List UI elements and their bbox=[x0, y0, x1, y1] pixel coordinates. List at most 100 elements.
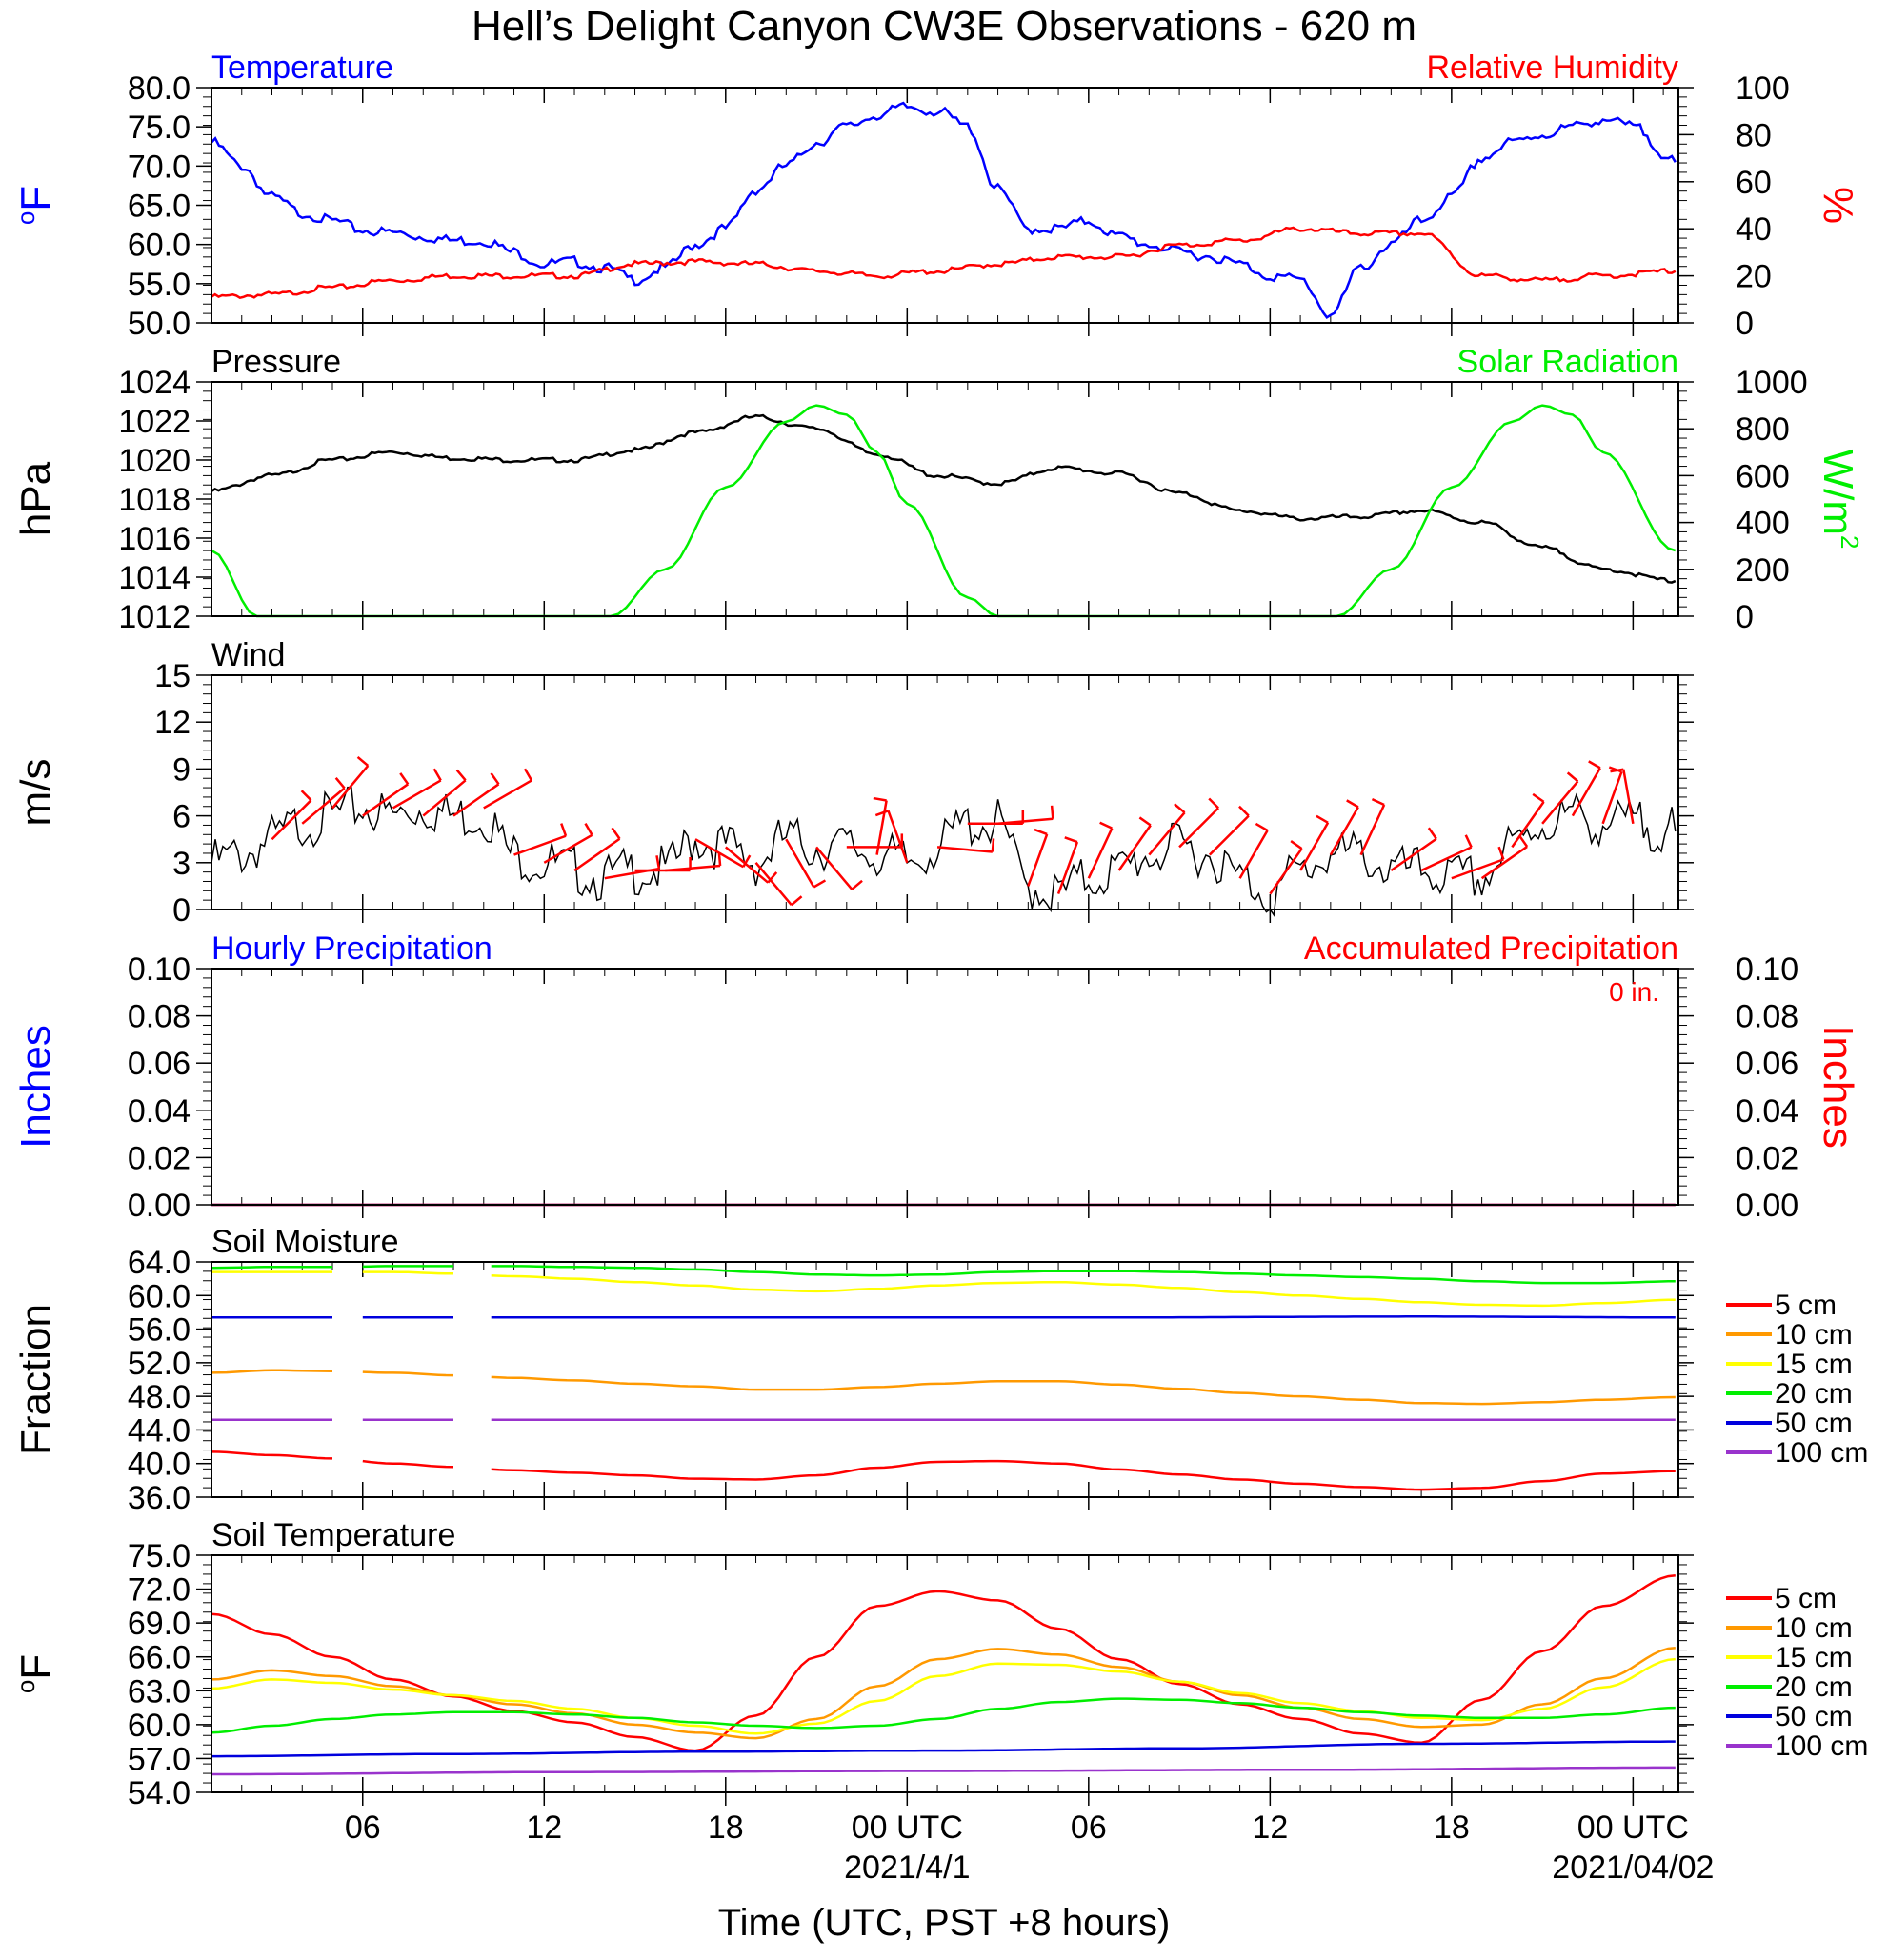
wind-barb-staff bbox=[997, 817, 1054, 826]
y-tick-label-left: 48.0 bbox=[128, 1379, 191, 1415]
y-tick-label-left: 75.0 bbox=[128, 1538, 191, 1574]
legend-entry-label: 50 cm bbox=[1775, 1408, 1853, 1439]
panel-title-left: Hourly Precipitation bbox=[211, 930, 492, 967]
y-tick-label-right: 100 bbox=[1736, 70, 1790, 107]
wind-barb-flag bbox=[1290, 840, 1303, 850]
wind-barb-flag bbox=[1346, 799, 1359, 809]
wind-barb-staff bbox=[392, 779, 442, 810]
panel-frame bbox=[211, 381, 1679, 617]
wind-barb-staff bbox=[271, 799, 312, 841]
wind-barb-staff bbox=[1027, 833, 1049, 887]
x-tick-label: 00 UTC bbox=[1577, 1810, 1689, 1846]
x-date-label: 2021/04/02 bbox=[1552, 1850, 1714, 1886]
wind-barb-staff bbox=[1541, 780, 1579, 825]
wind-barb-staff bbox=[1299, 822, 1330, 871]
wind-barb-flag bbox=[399, 772, 410, 786]
wind-barb-staff bbox=[785, 838, 815, 889]
wind-barb-flag bbox=[1497, 846, 1505, 860]
wind-barb-flag bbox=[584, 823, 593, 836]
series-line-wind bbox=[211, 786, 1677, 917]
series-line-10-cm bbox=[211, 1369, 333, 1374]
y-tick-label-right: 0 bbox=[1736, 599, 1754, 635]
panel-title-left: Pressure bbox=[211, 344, 341, 380]
unit-letter: F bbox=[12, 186, 59, 211]
wind-barb-flag bbox=[717, 851, 722, 867]
y-tick-label-right: 60 bbox=[1736, 165, 1772, 201]
wind-barb-flag bbox=[1208, 797, 1219, 810]
wind-barb-flag bbox=[1238, 805, 1250, 817]
legend-entry-label: 5 cm bbox=[1775, 1583, 1837, 1614]
wind-barb-staff bbox=[665, 864, 721, 872]
y-tick-label-left: 52.0 bbox=[128, 1346, 191, 1382]
wind-barb-staff bbox=[1117, 824, 1152, 871]
unit-letter: F bbox=[12, 1654, 59, 1680]
wind-barb-flag bbox=[334, 776, 346, 790]
y-tick-label-left: 64.0 bbox=[128, 1245, 191, 1281]
series-line-relative-humidity bbox=[211, 226, 1677, 300]
y-tick-label-right: 80 bbox=[1736, 117, 1772, 153]
panels: 50.055.060.065.070.075.080.0020406080100… bbox=[11, 50, 1868, 1811]
wind-barb-staff bbox=[1622, 769, 1635, 825]
wind-barb-flag bbox=[300, 790, 312, 802]
panel-title-left: Soil Moisture bbox=[211, 1224, 399, 1260]
y-tick-label-left: 0.10 bbox=[128, 951, 191, 988]
wind-barb-staff bbox=[875, 800, 888, 855]
x-tick-label: 06 bbox=[345, 1810, 381, 1846]
y-tick-label-left: 1022 bbox=[118, 404, 191, 440]
series-line-5-cm bbox=[491, 1459, 1676, 1491]
panel-title-right: Solar Radiation bbox=[1457, 344, 1678, 380]
wind-barb-flag bbox=[1316, 814, 1329, 824]
wind-barb-flag bbox=[356, 756, 370, 767]
wind-barb-staff bbox=[1178, 807, 1219, 849]
wind-barb-staff bbox=[1056, 841, 1079, 895]
y-tick-label-left: 69.0 bbox=[128, 1606, 191, 1642]
wind-barb-staff bbox=[1420, 846, 1473, 872]
legend-entry-label: 20 cm bbox=[1775, 1378, 1853, 1410]
y-tick-label-left: 1020 bbox=[118, 443, 191, 479]
chart-title: Hell’s Delight Canyon CW3E Observations … bbox=[472, 3, 1416, 50]
y-tick-label-left: 57.0 bbox=[128, 1741, 191, 1777]
wind-barb-flag bbox=[874, 810, 889, 817]
wind-barb-staff bbox=[452, 783, 500, 817]
wind-barb-flag bbox=[1532, 792, 1545, 803]
legend-entry-label: 20 cm bbox=[1775, 1671, 1853, 1703]
y-tick-label-left: 0.00 bbox=[128, 1188, 191, 1224]
y-axis-label-left: oF bbox=[11, 186, 59, 225]
x-date-label: 2021/4/1 bbox=[844, 1850, 970, 1886]
wind-barb-staff bbox=[543, 833, 593, 864]
y-tick-label-left: 36.0 bbox=[128, 1480, 191, 1516]
wind-barb-flag bbox=[851, 879, 863, 890]
wind-barb-flag bbox=[1566, 771, 1579, 783]
panel-temperature-humidity: 50.055.060.065.0 70.075.080.0 0 20 40 60 80 100… bbox=[11, 50, 1861, 342]
y-tick-label-left: 1024 bbox=[118, 365, 191, 401]
wind-barb-staff bbox=[1390, 837, 1437, 872]
y-axis-label-left: Fraction bbox=[12, 1304, 59, 1455]
y-axis-label-left: oF bbox=[11, 1654, 59, 1693]
y-tick-label-left: 63.0 bbox=[128, 1673, 191, 1710]
panel-title-left: Wind bbox=[211, 637, 285, 673]
wind-barb-flag bbox=[560, 823, 568, 837]
wind-barb-flag bbox=[1099, 821, 1113, 830]
wind-barb-staff bbox=[573, 837, 621, 872]
y-tick-label-left: 9 bbox=[172, 751, 191, 788]
series-line-100-cm bbox=[211, 1766, 1676, 1776]
y-tick-label-left: 66.0 bbox=[128, 1640, 191, 1676]
legend-entry-label: 100 cm bbox=[1775, 1437, 1868, 1469]
y-tick-label-left: 40.0 bbox=[128, 1447, 191, 1483]
wind-barb-staff bbox=[301, 787, 346, 825]
series-line-15-cm bbox=[362, 1270, 453, 1275]
legend-entry-label: 10 cm bbox=[1775, 1612, 1853, 1644]
y-tick-label-right: 0.10 bbox=[1736, 951, 1798, 988]
wind-barb-staff bbox=[754, 861, 793, 907]
x-tick-label: 00 UTC bbox=[852, 1810, 963, 1846]
series-line-15-cm bbox=[211, 1657, 1676, 1735]
y-tick-label-left: 44.0 bbox=[128, 1412, 191, 1449]
panel-precipitation: 0.00 0.02 0.04 0.06 0.08 0.10 0.00 0.02 0.04 0.06… bbox=[12, 930, 1861, 1224]
y-axis-label-right: W/m2 bbox=[1815, 450, 1864, 550]
panel-frame bbox=[211, 1554, 1679, 1793]
y-axis-label-right-sup: 2 bbox=[1836, 535, 1864, 549]
y-tick-label-right: 0.02 bbox=[1736, 1140, 1798, 1176]
